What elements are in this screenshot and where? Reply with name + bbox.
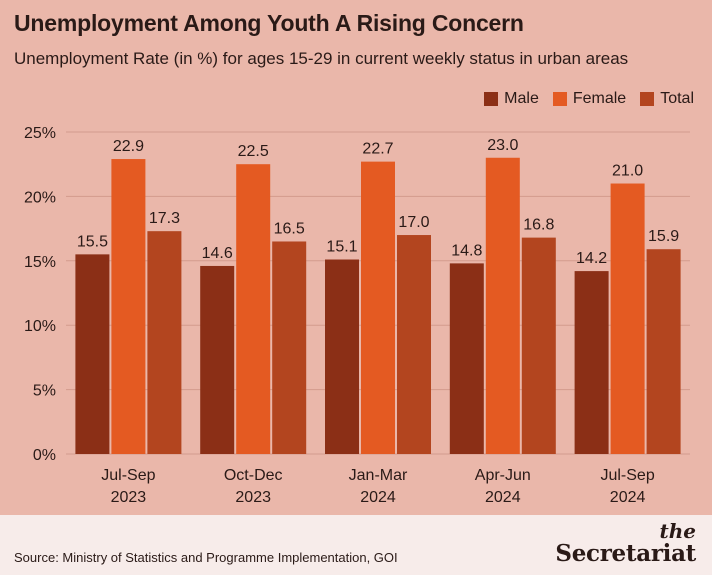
data-label: 16.5 (274, 220, 305, 237)
data-label: 15.1 (326, 239, 357, 256)
legend-label-total: Total (660, 90, 694, 107)
data-label: 17.0 (398, 214, 429, 231)
legend-item-total: Total (640, 90, 694, 108)
legend-swatch-male (484, 92, 499, 106)
data-label: 23.0 (487, 137, 518, 154)
chart-subtitle: Unemployment Rate (in %) for ages 15-29 … (14, 49, 629, 68)
legend-label-female: Female (572, 90, 627, 107)
legend-swatch-total (640, 92, 655, 106)
bar-female (236, 164, 271, 454)
bar-chart: 0% 5% 10% 15% 20% 25% 15.5 22.9 17.3 Jul-Sep 2023 1… (24, 125, 690, 506)
bar-male (75, 254, 110, 454)
data-label: 14.2 (576, 250, 607, 267)
x-tick-label: Apr-Jun (475, 467, 531, 484)
bar-total (521, 237, 556, 454)
bar-female (485, 157, 520, 454)
bar-male (449, 263, 484, 454)
bar-female (610, 183, 645, 454)
x-tick-label-year: 2023 (235, 489, 271, 506)
bar-total (147, 231, 182, 454)
chart-panel: Unemployment Among Youth A Rising Concer… (0, 0, 712, 515)
bar-total (397, 235, 431, 454)
data-label: 21.0 (612, 163, 643, 180)
y-tick-label: 10% (24, 318, 56, 335)
legend-swatch-female (552, 92, 567, 106)
data-label: 14.8 (451, 242, 482, 259)
legend-item-male: Male (484, 90, 539, 108)
x-tick-label: Oct-Dec (224, 467, 283, 484)
x-tick-label: Jul-Sep (101, 467, 155, 484)
data-label: 22.7 (362, 141, 393, 158)
brand-the: the (659, 519, 696, 543)
data-label: 15.5 (77, 233, 108, 250)
bar-male (325, 259, 359, 454)
x-tick-label: Jul-Sep (600, 467, 654, 484)
x-tick-label-year: 2024 (485, 489, 521, 506)
x-tick-label: Jan-Mar (349, 467, 408, 484)
y-tick-label: 15% (24, 254, 56, 271)
chart-title: Unemployment Among Youth A Rising Concer… (14, 10, 524, 36)
y-tick-label: 25% (24, 125, 56, 142)
bar-female (361, 161, 395, 454)
chart-legend: Male Female Total (470, 90, 694, 108)
brand-name: Secretariat (555, 540, 696, 567)
footer: Source: Ministry of Statistics and Progr… (0, 515, 712, 575)
data-label: 14.6 (202, 245, 233, 262)
source-note: Source: Ministry of Statistics and Progr… (14, 550, 398, 565)
brand-logo: the Secretariat (555, 521, 696, 567)
bar-total (646, 249, 681, 454)
y-tick-label: 5% (33, 383, 56, 400)
bar-female (111, 159, 146, 454)
x-tick-label-year: 2024 (610, 489, 646, 506)
data-label: 17.3 (149, 210, 180, 227)
y-tick-label: 20% (24, 189, 56, 206)
data-label: 22.5 (238, 143, 269, 160)
data-label: 22.9 (113, 138, 144, 155)
legend-label-male: Male (504, 90, 539, 107)
legend-item-female: Female (552, 90, 627, 108)
bar-male (574, 271, 609, 454)
bar-male (200, 265, 235, 454)
x-tick-label-year: 2024 (360, 489, 396, 506)
x-tick-label-year: 2023 (111, 489, 147, 506)
bar-total (272, 241, 307, 454)
data-label: 16.8 (523, 217, 554, 234)
y-tick-label: 0% (33, 447, 56, 464)
data-label: 15.9 (648, 228, 679, 245)
